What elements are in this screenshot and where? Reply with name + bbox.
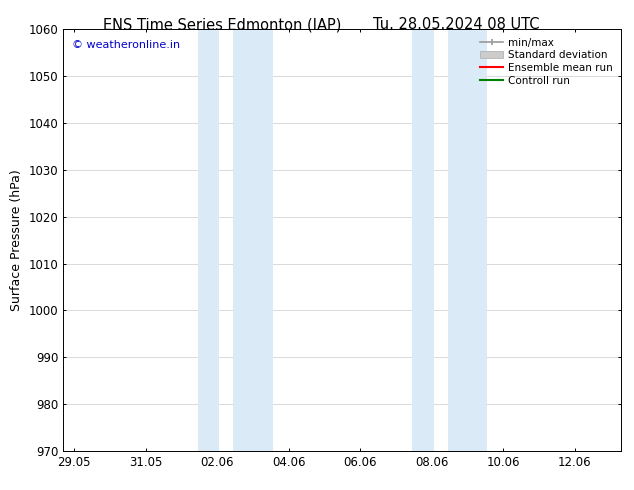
Text: Tu. 28.05.2024 08 UTC: Tu. 28.05.2024 08 UTC <box>373 17 540 32</box>
Bar <box>198 29 219 451</box>
Bar <box>412 29 434 451</box>
Legend: min/max, Standard deviation, Ensemble mean run, Controll run: min/max, Standard deviation, Ensemble me… <box>477 35 616 89</box>
Y-axis label: Surface Pressure (hPa): Surface Pressure (hPa) <box>10 169 23 311</box>
Text: © weatheronline.in: © weatheronline.in <box>72 40 180 50</box>
Bar <box>233 29 273 451</box>
Text: ENS Time Series Edmonton (IAP): ENS Time Series Edmonton (IAP) <box>103 17 341 32</box>
Bar <box>448 29 487 451</box>
